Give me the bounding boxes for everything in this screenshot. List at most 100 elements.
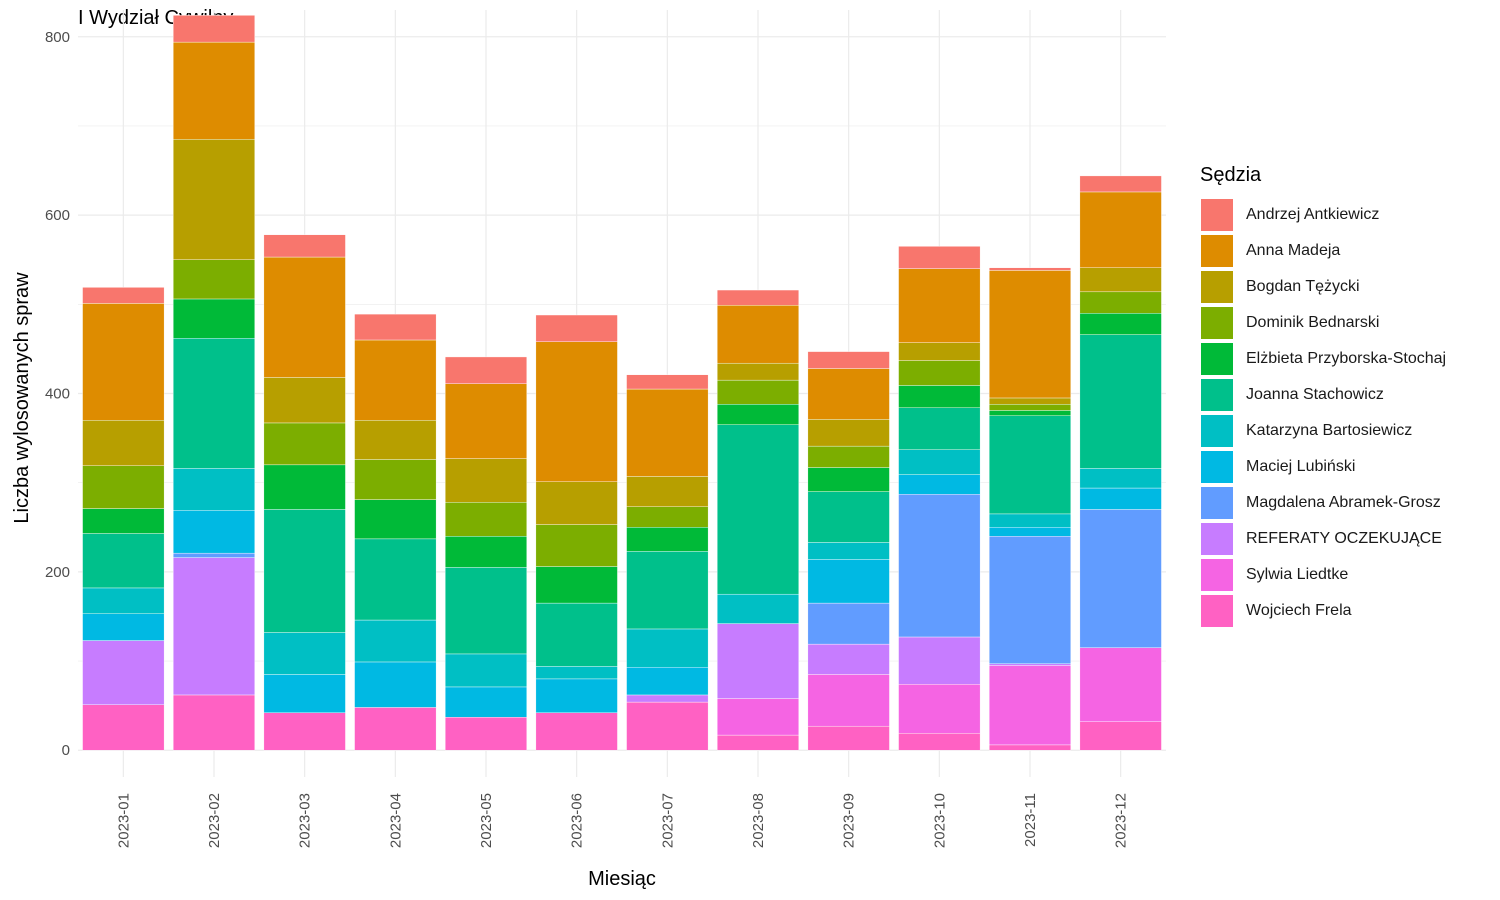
bar-segment-magdalena-abramek-grosz-2023-10 — [898, 494, 981, 638]
plot-area: 0 200 400 600 800 2023-01 2023-02 2023-03 2023-0… — [11, 10, 1166, 890]
bar-segment-joanna-stachowicz-2023-02 — [172, 338, 255, 469]
bar-segment-dominik-bednarski-2023-02 — [172, 259, 255, 300]
bar-segment-wojciech-frela-2023-01 — [82, 704, 165, 751]
bar-segment-andrzej-antkiewicz-2023-04 — [354, 313, 437, 341]
bar-segment-maciej-lubinski-2023-12 — [1079, 487, 1162, 510]
legend-item: REFERATY OCZEKUJĄCE — [1200, 521, 1446, 557]
bar-segment-sylwia-liedtke-2023-08 — [717, 698, 800, 736]
bar-segment-referaty-oczekujace-2023-02 — [172, 557, 255, 696]
bar-segment-bogdan-tezycki-2023-03 — [263, 377, 346, 424]
x-tick-label: 2023-09 — [841, 793, 858, 848]
bar-segment-magdalena-abramek-grosz-2023-11 — [989, 535, 1072, 664]
legend-item: Elżbieta Przyborska-Stochaj — [1200, 341, 1446, 377]
bar-segment-maciej-lubinski-2023-07 — [626, 667, 709, 696]
legend-key — [1200, 342, 1234, 376]
legend-title: Sędzia — [1200, 164, 1262, 186]
bar-segment-anna-madeja-2023-10 — [898, 268, 981, 343]
bar-segment-elzbieta-przyborska-stochaj-2023-06 — [535, 566, 618, 604]
bar-segment-anna-madeja-2023-01 — [82, 303, 165, 421]
bar-segment-referaty-oczekujace-2023-11 — [989, 663, 1072, 666]
bar-segment-andrzej-antkiewicz-2023-12 — [1079, 175, 1162, 193]
bar-segment-wojciech-frela-2023-03 — [263, 712, 346, 751]
x-tick-label: 2023-11 — [1022, 793, 1039, 847]
legend-key — [1200, 558, 1234, 592]
x-tick-label: 2023-02 — [206, 793, 223, 848]
bar-segment-elzbieta-przyborska-stochaj-2023-05 — [445, 535, 528, 568]
legend-item: Maciej Lubiński — [1200, 449, 1446, 485]
bar-segment-andrzej-antkiewicz-2023-07 — [626, 374, 709, 390]
bar-segment-maciej-lubinski-2023-01 — [82, 613, 165, 641]
bar-segment-anna-madeja-2023-02 — [172, 41, 255, 140]
bar-segment-maciej-lubinski-2023-11 — [989, 527, 1072, 537]
bar-segment-joanna-stachowicz-2023-03 — [263, 509, 346, 633]
bar-segment-referaty-oczekujace-2023-01 — [82, 640, 165, 705]
legend-item: Katarzyna Bartosiewicz — [1200, 413, 1446, 449]
bar-segment-joanna-stachowicz-2023-07 — [626, 551, 709, 630]
bar-segment-dominik-bednarski-2023-05 — [445, 502, 528, 537]
legend-label: Sylwia Liedtke — [1246, 566, 1349, 583]
bar-segment-maciej-lubinski-2023-06 — [535, 678, 618, 713]
bar-segment-katarzyna-bartosiewicz-2023-12 — [1079, 468, 1162, 489]
bar-segment-elzbieta-przyborska-stochaj-2023-09 — [807, 467, 890, 492]
legend-label: Anna Madeja — [1246, 242, 1341, 259]
bar-segment-bogdan-tezycki-2023-04 — [354, 420, 437, 460]
bar-segment-andrzej-antkiewicz-2023-06 — [535, 314, 618, 342]
bar-segment-bogdan-tezycki-2023-01 — [82, 420, 165, 466]
x-tick-label: 2023-04 — [387, 793, 404, 848]
bar-segment-andrzej-antkiewicz-2023-09 — [807, 351, 890, 369]
bar-segment-maciej-lubinski-2023-09 — [807, 559, 890, 604]
bar-segment-referaty-oczekujace-2023-07 — [626, 694, 709, 703]
legend-key — [1200, 234, 1234, 268]
bar-segment-joanna-stachowicz-2023-04 — [354, 538, 437, 621]
bar-segment-katarzyna-bartosiewicz-2023-07 — [626, 628, 709, 668]
bar-segment-anna-madeja-2023-03 — [263, 256, 346, 378]
legend-key — [1200, 378, 1234, 412]
legend-key — [1200, 270, 1234, 304]
bar-segment-andrzej-antkiewicz-2023-11 — [989, 267, 1072, 271]
bar-segment-maciej-lubinski-2023-04 — [354, 661, 437, 708]
bar-segment-katarzyna-bartosiewicz-2023-02 — [172, 468, 255, 511]
bar-segment-dominik-bednarski-2023-12 — [1079, 291, 1162, 314]
bar-segment-dominik-bednarski-2023-10 — [898, 360, 981, 386]
bar-segment-dominik-bednarski-2023-09 — [807, 445, 890, 468]
bar-segment-elzbieta-przyborska-stochaj-2023-07 — [626, 527, 709, 552]
bar-segment-anna-madeja-2023-07 — [626, 388, 709, 477]
y-tick-label: 600 — [45, 207, 70, 224]
bar-segment-wojciech-frela-2023-05 — [445, 717, 528, 751]
bar-segment-wojciech-frela-2023-12 — [1079, 721, 1162, 751]
bar-segment-bogdan-tezycki-2023-09 — [807, 419, 890, 447]
legend-label: Wojciech Frela — [1246, 602, 1352, 619]
bar-segment-sylwia-liedtke-2023-11 — [989, 665, 1072, 746]
legend-key — [1200, 594, 1234, 628]
bar-segment-andrzej-antkiewicz-2023-03 — [263, 234, 346, 258]
bar-segment-joanna-stachowicz-2023-05 — [445, 567, 528, 655]
bar-segment-bogdan-tezycki-2023-08 — [717, 362, 800, 381]
bar-segment-wojciech-frela-2023-04 — [354, 707, 437, 751]
legend-items: Andrzej Antkiewicz Anna Madeja Bogdan Tęży… — [1200, 197, 1446, 629]
bar-segment-elzbieta-przyborska-stochaj-2023-03 — [263, 464, 346, 510]
bar-segment-bogdan-tezycki-2023-10 — [898, 342, 981, 361]
bar-segment-andrzej-antkiewicz-2023-10 — [898, 246, 981, 269]
legend-item: Wojciech Frela — [1200, 593, 1446, 629]
bar-segment-dominik-bednarski-2023-01 — [82, 465, 165, 509]
bar-segment-anna-madeja-2023-05 — [445, 383, 528, 459]
y-axis-title: Liczba wylosowanych spraw — [11, 272, 33, 524]
y-tick-label: 400 — [45, 386, 70, 403]
x-tick-label: 2023-10 — [931, 793, 948, 848]
bar-segment-wojciech-frela-2023-06 — [535, 712, 618, 751]
bar-segment-dominik-bednarski-2023-11 — [989, 404, 1072, 411]
bar-segment-bogdan-tezycki-2023-11 — [989, 397, 1072, 405]
legend-item: Dominik Bednarski — [1200, 305, 1446, 341]
bar-segment-elzbieta-przyborska-stochaj-2023-01 — [82, 508, 165, 534]
x-tick-label: 2023-08 — [750, 793, 767, 848]
bar-segment-bogdan-tezycki-2023-12 — [1079, 267, 1162, 293]
legend-key — [1200, 306, 1234, 340]
bar-segment-referaty-oczekujace-2023-09 — [807, 643, 890, 675]
bar-segment-katarzyna-bartosiewicz-2023-06 — [535, 666, 618, 680]
bar-segment-anna-madeja-2023-04 — [354, 339, 437, 421]
bar-segment-maciej-lubinski-2023-03 — [263, 674, 346, 713]
bar-segment-joanna-stachowicz-2023-09 — [807, 491, 890, 543]
bar-segment-joanna-stachowicz-2023-06 — [535, 602, 618, 667]
y-tick-label: 200 — [45, 564, 70, 581]
bar-segment-andrzej-antkiewicz-2023-05 — [445, 356, 528, 384]
